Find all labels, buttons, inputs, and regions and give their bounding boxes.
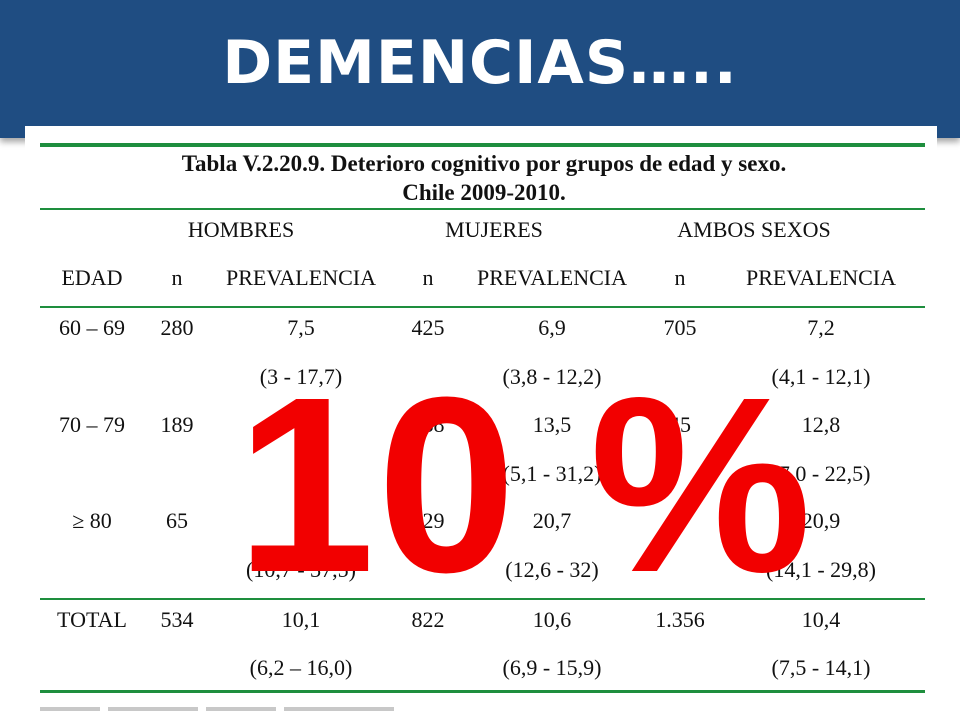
prevalence-cell: 12,8	[801, 412, 841, 437]
footnote-remnant	[40, 700, 460, 711]
column-header: PREVALENCIA	[746, 265, 896, 290]
edad-cell: 60 – 69	[59, 315, 125, 340]
ci-cell: (10,7 - 37,5)	[246, 557, 356, 582]
edad-cell: 70 – 79	[59, 412, 125, 437]
n-cell: 1.356	[655, 607, 705, 632]
prevalence-cell: 13,5	[532, 412, 572, 437]
edad-cell: TOTAL	[57, 607, 127, 632]
ci-cell: (7,5 - 14,1)	[771, 655, 871, 680]
ci-cell: (14,1 - 29,8)	[766, 557, 876, 582]
group-header-hombres: HOMBRES	[187, 217, 295, 242]
ci-cell: (3 - 17,7)	[259, 364, 343, 389]
n-cell: 425	[411, 315, 445, 340]
prevalence-cell: 20,9	[801, 508, 841, 533]
table-top-rule	[40, 143, 925, 147]
group-header-ambos: AMBOS SEXOS	[677, 217, 831, 242]
title-bar: DEMENCIAS…..	[0, 0, 960, 138]
n-cell: 268	[411, 412, 445, 437]
table-image	[25, 126, 937, 720]
prevalence-cell: 20,7	[532, 508, 572, 533]
ci-cell: (7,0 - 22,5)	[771, 461, 871, 486]
column-header: n	[674, 265, 686, 290]
table-bottom-rule	[40, 690, 925, 693]
ci-cell: (5,1 - 31,2)	[502, 461, 602, 486]
ci-cell: (6,9 - 15,9)	[502, 655, 602, 680]
ci-cell: (12,6 - 32)	[505, 557, 599, 582]
edad-cell: ≥ 80	[72, 508, 112, 533]
n-cell: 705	[663, 315, 697, 340]
n-cell: 822	[411, 607, 445, 632]
n-cell: 65	[166, 508, 188, 533]
prevalence-cell: 10,6	[532, 607, 572, 632]
prevalence-cell: 10,4	[801, 607, 841, 632]
n-cell: 280	[160, 315, 194, 340]
n-cell: 189	[160, 412, 194, 437]
ci-cell: (3,8 - 12,2)	[502, 364, 602, 389]
caption-rule	[40, 208, 925, 210]
column-header: n	[422, 265, 434, 290]
ci-cell: (6,2 – 16,0)	[249, 655, 353, 680]
n-cell: 534	[160, 607, 194, 632]
prevalence-cell: 7,5	[287, 315, 315, 340]
prevalence-cell: 10,1	[281, 607, 321, 632]
group-header-mujeres: MUJERES	[445, 217, 543, 242]
overlay-percentage: 10 %	[236, 345, 814, 624]
n-cell: 129	[411, 508, 445, 533]
ci-cell: (4,1 - 12,1)	[771, 364, 871, 389]
column-header: n	[171, 265, 183, 290]
total-rule	[40, 598, 925, 600]
prevalence-cell: 6,9	[538, 315, 566, 340]
prevalence-cell: 7,2	[807, 315, 835, 340]
n-cell: 45	[669, 412, 691, 437]
slide-title: DEMENCIAS…..	[222, 28, 738, 98]
column-header: EDAD	[61, 265, 123, 290]
table-caption: Tabla V.2.20.9. Deterioro cognitivo por …	[181, 151, 787, 176]
table-caption-subtitle: Chile 2009-2010.	[402, 180, 566, 205]
column-header: PREVALENCIA	[477, 265, 627, 290]
header-rule	[40, 306, 925, 308]
column-header: PREVALENCIA	[226, 265, 376, 290]
